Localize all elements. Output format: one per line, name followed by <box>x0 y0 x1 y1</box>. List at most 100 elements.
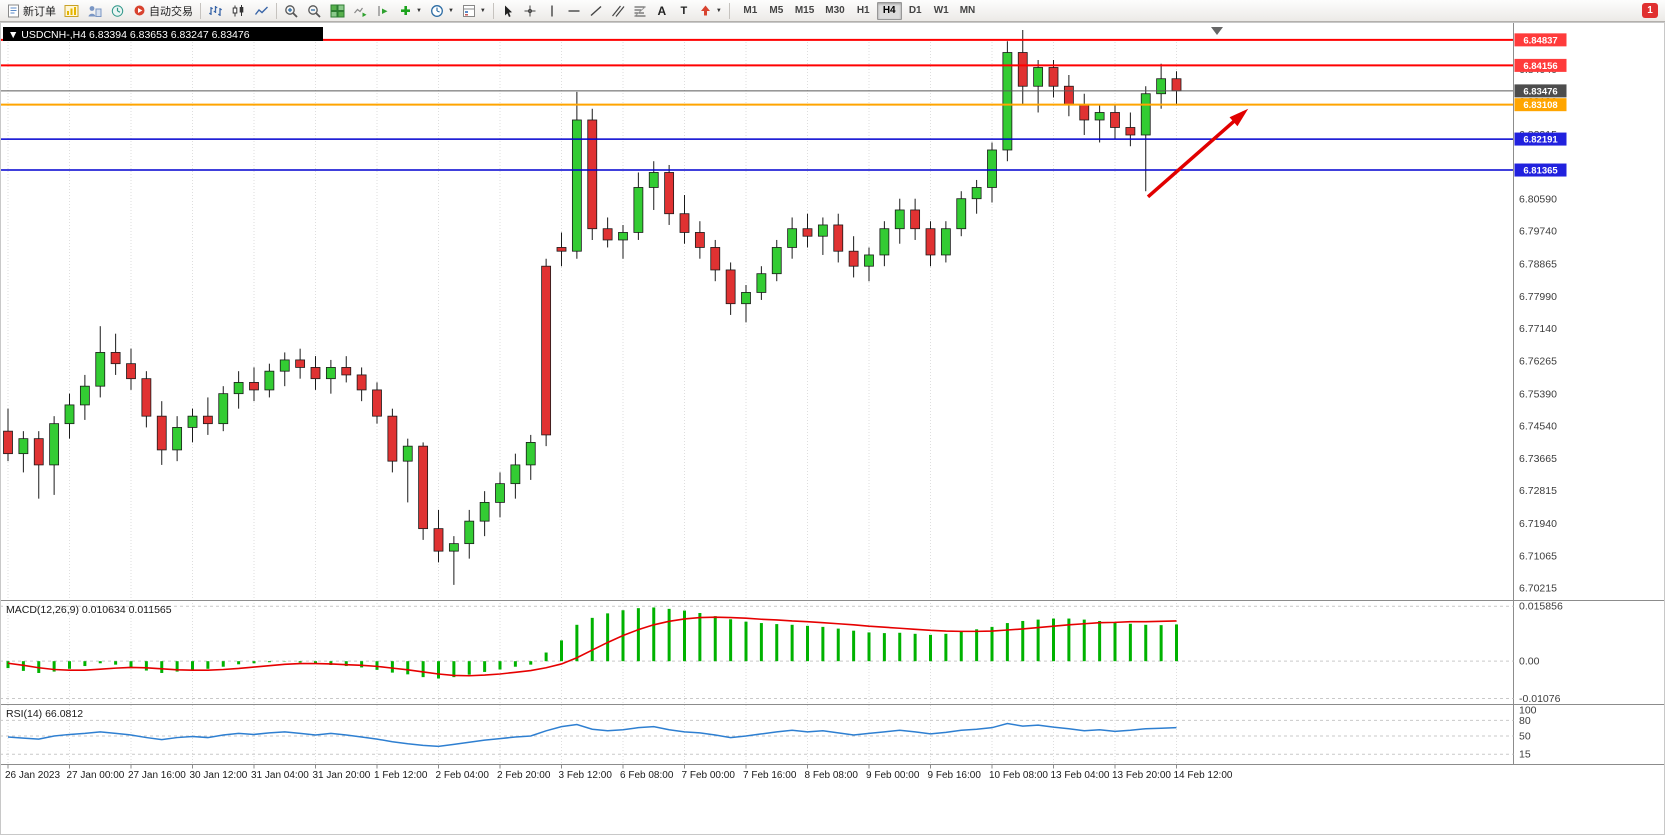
dropdown-arrow-icon: ▼ <box>447 7 454 14</box>
svg-text:6.84156: 6.84156 <box>1523 61 1557 72</box>
timeframe-button-d1[interactable]: D1 <box>908 5 922 16</box>
svg-text:6.81365: 6.81365 <box>1523 166 1558 177</box>
chart-shift-button[interactable] <box>372 1 395 21</box>
dropdown-arrow-icon: ▼ <box>479 7 486 14</box>
templates-button[interactable]: ▼ <box>458 1 490 21</box>
macd-signal-line <box>7 616 1177 677</box>
arrows-icon <box>700 5 710 16</box>
svg-text:14 Feb 12:00: 14 Feb 12:00 <box>1174 770 1233 781</box>
channel-button[interactable] <box>607 1 629 21</box>
svg-text:30 Jan 12:00: 30 Jan 12:00 <box>190 770 248 781</box>
chart-window: 6.840406.831906.823156.814406.805906.797… <box>0 22 1665 835</box>
chart-background <box>0 22 1665 835</box>
svg-text:6.83108: 6.83108 <box>1523 100 1557 111</box>
periods-button[interactable]: ▼ <box>426 1 458 21</box>
line-chart-button[interactable] <box>250 1 273 21</box>
svg-text:13 Feb 20:00: 13 Feb 20:00 <box>1112 770 1171 781</box>
tile-windows-icon <box>330 4 345 17</box>
timeframe-button-h4[interactable]: H4 <box>876 1 902 20</box>
new-order-button[interactable]: 新订单 <box>3 1 60 21</box>
timeframe-button-mn[interactable]: MN <box>959 5 976 16</box>
time-axis-labels: 26 Jan 2023 27 Jan 00:00 27 Jan 16:00 30 Ja… <box>5 764 1233 781</box>
trend-arrow[interactable] <box>1146 108 1249 199</box>
svg-text:6.72815: 6.72815 <box>1519 485 1557 497</box>
vertical-line-icon <box>551 5 553 16</box>
indicators-button[interactable]: ▼ <box>395 1 426 21</box>
market-watch-icon <box>111 4 124 17</box>
svg-text:6.77990: 6.77990 <box>1519 291 1557 303</box>
svg-text:50: 50 <box>1519 731 1531 743</box>
toolbar-separator <box>492 2 494 19</box>
svg-text:6.80590: 6.80590 <box>1519 194 1557 206</box>
horizontal-line-icon <box>568 9 580 12</box>
fibonacci-button[interactable] <box>629 1 651 21</box>
label-tool-icon: T <box>680 4 688 17</box>
timeframe-group: M1 M5 M15 M30 H1 H4 D1 W1 MN <box>738 1 980 20</box>
zoom-in-button[interactable] <box>280 1 303 21</box>
rsi-line <box>7 722 1177 748</box>
toolbar-separator <box>276 2 277 19</box>
timeframe-button-w1[interactable]: W1 <box>933 5 949 16</box>
toolbar-separator <box>200 2 201 19</box>
trendline-button[interactable] <box>585 1 607 21</box>
auto-scroll-icon <box>354 7 367 17</box>
dropdown-arrow-icon: ▼ <box>416 7 422 14</box>
cursor-button[interactable] <box>497 1 519 21</box>
auto-trading-button[interactable]: 自动交易 <box>129 1 197 21</box>
svg-text:7 Feb 00:00: 7 Feb 00:00 <box>682 770 736 781</box>
svg-text:80: 80 <box>1519 715 1531 727</box>
svg-text:10 Feb 08:00: 10 Feb 08:00 <box>989 770 1048 781</box>
macd-histogram <box>6 607 1178 679</box>
svg-text:6.71940: 6.71940 <box>1519 518 1557 530</box>
text-tool-button[interactable]: A <box>651 1 673 21</box>
chart-canvas[interactable]: 6.840406.831906.823156.814406.805906.797… <box>0 22 1665 835</box>
svg-text:7 Feb 16:00: 7 Feb 16:00 <box>743 770 797 781</box>
arrows-button[interactable]: ▼ <box>695 1 726 21</box>
svg-text:6 Feb 08:00: 6 Feb 08:00 <box>620 770 674 781</box>
crosshair-button[interactable] <box>519 1 541 21</box>
candles <box>3 30 1182 585</box>
svg-text:6.75390: 6.75390 <box>1519 389 1557 401</box>
dropdown-arrow-icon: ▼ <box>715 7 722 14</box>
timeframe-button-m5[interactable]: M5 <box>769 5 784 16</box>
svg-text:26 Jan 2023: 26 Jan 2023 <box>5 770 60 781</box>
timeframe-button-h1[interactable]: H1 <box>856 5 870 16</box>
svg-text:13 Feb 04:00: 13 Feb 04:00 <box>1051 770 1110 781</box>
vertical-line-button[interactable] <box>541 1 563 21</box>
svg-text:9 Feb 00:00: 9 Feb 00:00 <box>866 770 920 781</box>
svg-text:3 Feb 12:00: 3 Feb 12:00 <box>559 770 613 781</box>
chart-shift-marker[interactable] <box>1211 27 1223 35</box>
auto-scroll-button[interactable] <box>349 1 372 21</box>
chart-title: ▼ USDCNH-,H4 6.83394 6.83653 6.83247 6.8… <box>8 29 250 41</box>
channel-icon <box>611 5 625 17</box>
templates-icon <box>462 4 475 17</box>
trendline-icon <box>590 5 602 16</box>
svg-text:2 Feb 04:00: 2 Feb 04:00 <box>436 770 490 781</box>
profiles-button[interactable] <box>83 1 106 21</box>
market-watch-button[interactable] <box>106 1 129 21</box>
tile-windows-button[interactable] <box>326 1 349 21</box>
horizontal-line-button[interactable] <box>563 1 585 21</box>
zoom-out-button[interactable] <box>303 1 326 21</box>
label-tool-button[interactable]: T <box>673 1 695 21</box>
rsi-label: RSI(14) 66.0812 <box>6 708 83 720</box>
new-chart-button[interactable] <box>60 1 83 21</box>
fibonacci-icon <box>634 6 646 16</box>
profiles-icon <box>88 5 102 17</box>
svg-text:6.84837: 6.84837 <box>1523 35 1557 46</box>
svg-text:31 Jan 04:00: 31 Jan 04:00 <box>251 770 309 781</box>
timeframe-button-m15[interactable]: M15 <box>794 5 815 16</box>
new-order-icon <box>8 4 19 17</box>
notification-badge[interactable]: 1 <box>1642 3 1658 18</box>
main-toolbar: 新订单 自动交易 ▼ ▼ <box>0 0 1665 22</box>
timeframe-button-m30[interactable]: M30 <box>825 5 845 16</box>
svg-text:8 Feb 08:00: 8 Feb 08:00 <box>805 770 859 781</box>
svg-text:6.73665: 6.73665 <box>1519 453 1557 465</box>
svg-text:100: 100 <box>1519 705 1537 717</box>
timeframe-button-m1[interactable]: M1 <box>743 5 758 16</box>
svg-text:6.78865: 6.78865 <box>1519 258 1557 270</box>
candlestick-chart-button[interactable] <box>227 1 250 21</box>
svg-text:15: 15 <box>1519 749 1531 761</box>
bar-chart-button[interactable] <box>204 1 227 21</box>
svg-text:6.71065: 6.71065 <box>1519 551 1557 563</box>
